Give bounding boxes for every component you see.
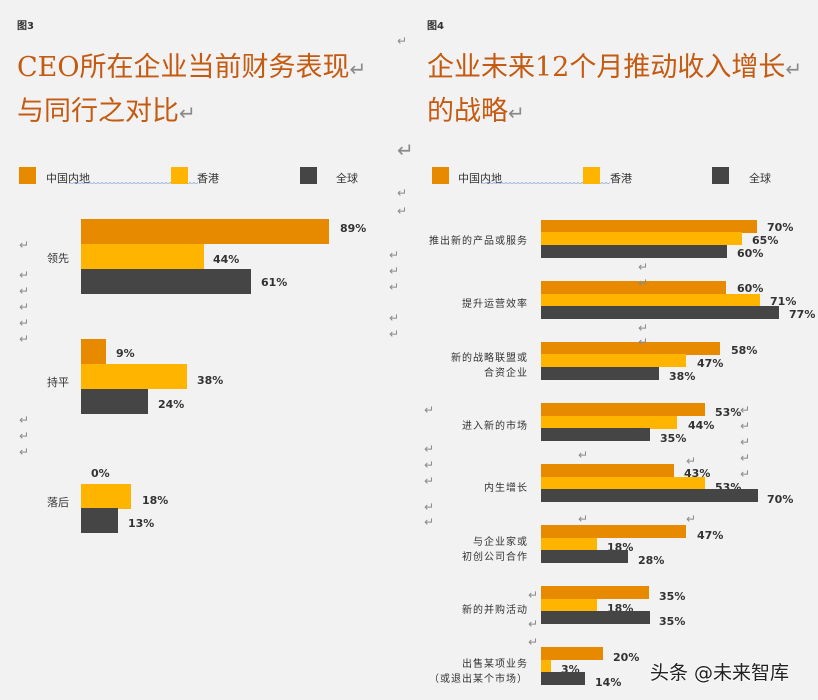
value-label: 0% — [91, 467, 110, 480]
legend-swatch-mainland — [432, 167, 449, 184]
bar-mainland — [541, 647, 603, 660]
value-label: 3% — [561, 663, 580, 676]
bar-mainland — [541, 342, 720, 355]
value-label: 61% — [261, 276, 288, 289]
value-label: 89% — [340, 222, 367, 235]
bar-hongkong — [81, 244, 204, 269]
bar-global — [541, 550, 628, 563]
value-label: 70% — [767, 493, 794, 506]
category-label: 出售某项业务 （或退出某个市场） — [429, 659, 528, 685]
right-chart-title-line2: 的战略↵ — [427, 96, 525, 127]
left-figure-label: 图3 — [17, 21, 34, 32]
value-label: 28% — [638, 554, 665, 567]
bar-global — [541, 489, 758, 502]
value-label: 35% — [659, 590, 686, 603]
value-label: 38% — [669, 370, 696, 383]
left-chart-title-line1: CEO所在企业当前财务表现↵ — [17, 52, 367, 83]
bar-mainland — [541, 525, 686, 538]
bar-hongkong — [541, 354, 686, 367]
category-label: 持平 — [47, 376, 69, 389]
bar-mainland — [541, 281, 726, 294]
right-figure-label: 图4 — [427, 21, 444, 32]
bar-global — [541, 306, 779, 319]
bar-global — [541, 672, 585, 685]
bar-hongkong — [81, 484, 131, 509]
value-label: 47% — [697, 529, 724, 542]
category-label: 提升运营效率 — [462, 299, 528, 310]
category-label: 进入新的市场 — [462, 421, 528, 432]
bar-hongkong — [541, 294, 760, 307]
value-label: 44% — [213, 253, 240, 266]
left-chart-title-line2: 与同行之对比↵ — [17, 96, 196, 127]
value-label: 43% — [684, 467, 711, 480]
value-label: 35% — [659, 615, 686, 628]
category-label: 落后 — [47, 496, 69, 509]
bar-hongkong — [541, 538, 597, 551]
bar-mainland — [541, 220, 757, 233]
spellcheck-underline — [482, 182, 610, 186]
value-label: 71% — [770, 295, 797, 308]
legend-swatch-mainland — [19, 167, 36, 184]
category-label: 推出新的产品或服务 — [429, 236, 528, 247]
value-label: 60% — [737, 247, 764, 260]
legend-swatch-global — [712, 167, 729, 184]
value-label: 47% — [697, 357, 724, 370]
legend-label-global: 全球 — [336, 172, 358, 185]
bar-mainland — [81, 339, 106, 364]
value-label: 53% — [715, 406, 742, 419]
bar-global — [81, 269, 251, 294]
legend-swatch-hongkong — [171, 167, 188, 184]
bar-mainland — [541, 464, 674, 477]
legend-label-hongkong: 香港 — [197, 172, 219, 185]
legend-swatch-global — [300, 167, 317, 184]
legend-label-global: 全球 — [749, 172, 771, 185]
bar-global — [81, 389, 148, 414]
value-label: 58% — [731, 344, 758, 357]
watermark: 头条 @未来智库 — [650, 662, 790, 684]
value-label: 44% — [688, 419, 715, 432]
bar-global — [541, 428, 650, 441]
category-label: 新的并购活动 — [462, 605, 528, 616]
value-label: 24% — [158, 398, 185, 411]
value-label: 35% — [660, 432, 687, 445]
category-label: 与企业家或 初创公司合作 — [462, 537, 528, 563]
bar-mainland — [541, 586, 649, 599]
value-label: 20% — [613, 651, 640, 664]
value-label: 38% — [197, 374, 224, 387]
bar-hongkong — [541, 416, 677, 429]
category-label: 领先 — [47, 252, 69, 265]
bar-hongkong — [541, 599, 597, 612]
bar-hongkong — [81, 364, 187, 389]
value-label: 18% — [142, 494, 169, 507]
bar-global — [81, 508, 118, 533]
bar-mainland — [81, 219, 329, 244]
bar-hongkong — [541, 660, 551, 673]
spellcheck-underline — [70, 182, 198, 186]
value-label: 13% — [128, 517, 155, 530]
bar-global — [541, 611, 650, 624]
right-chart-title-line1: 企业未来12个月推动收入增长↵ — [427, 52, 803, 83]
category-label: 内生增长 — [484, 483, 528, 494]
legend-swatch-hongkong — [583, 167, 600, 184]
bar-mainland — [541, 403, 705, 416]
legend-label-hongkong: 香港 — [610, 172, 632, 185]
value-label: 65% — [752, 234, 779, 247]
bar-global — [541, 367, 659, 380]
value-label: 70% — [767, 221, 794, 234]
bar-global — [541, 245, 727, 258]
bar-hongkong — [541, 477, 705, 490]
value-label: 60% — [737, 282, 764, 295]
value-label: 9% — [116, 347, 135, 360]
legend-label-mainland: 中国内地 — [46, 172, 90, 185]
legend-label-mainland: 中国内地 — [458, 172, 502, 185]
value-label: 14% — [595, 676, 622, 689]
category-label: 新的战略联盟或 合资企业 — [451, 353, 528, 379]
value-label: 77% — [789, 308, 816, 321]
bar-hongkong — [541, 232, 742, 245]
